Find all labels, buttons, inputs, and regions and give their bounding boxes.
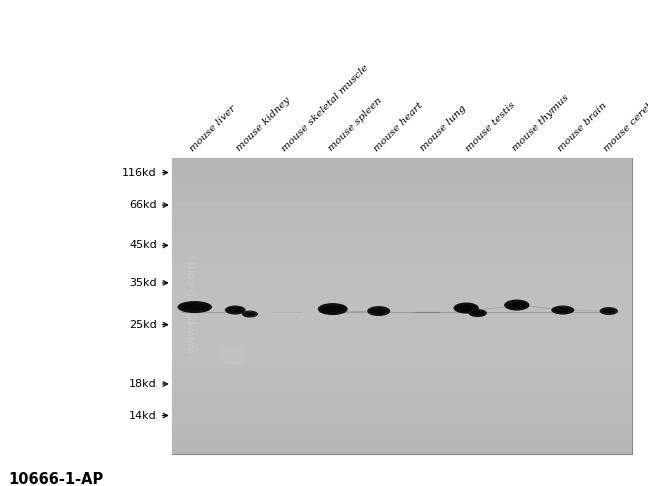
Ellipse shape	[219, 345, 248, 365]
Text: mouse cerebellum: mouse cerebellum	[603, 78, 648, 153]
Ellipse shape	[599, 307, 618, 315]
Ellipse shape	[183, 304, 207, 311]
Text: mouse heart: mouse heart	[373, 100, 425, 153]
Ellipse shape	[471, 311, 484, 315]
Ellipse shape	[371, 308, 387, 314]
Text: mouse spleen: mouse spleen	[327, 96, 384, 153]
Bar	[172, 321, 632, 336]
Text: mouse liver: mouse liver	[189, 104, 238, 153]
Ellipse shape	[318, 303, 348, 315]
Bar	[172, 291, 632, 306]
Ellipse shape	[551, 306, 574, 314]
Text: 45kd: 45kd	[129, 241, 157, 250]
Bar	[172, 365, 632, 380]
Bar	[172, 439, 632, 454]
Text: 10666-1-AP: 10666-1-AP	[8, 472, 103, 486]
Text: www.ptglab.com: www.ptglab.com	[187, 260, 197, 353]
Ellipse shape	[508, 302, 526, 308]
Ellipse shape	[555, 308, 571, 312]
Bar	[172, 261, 632, 277]
Ellipse shape	[225, 306, 246, 314]
Ellipse shape	[244, 312, 255, 316]
Ellipse shape	[504, 299, 529, 311]
Text: 25kd: 25kd	[129, 320, 157, 330]
Bar	[172, 381, 632, 395]
Text: 116kd: 116kd	[122, 168, 157, 177]
Text: mouse lung: mouse lung	[419, 104, 468, 153]
Ellipse shape	[469, 309, 487, 317]
Bar	[172, 217, 632, 232]
Bar	[172, 247, 632, 261]
Text: 14kd: 14kd	[129, 411, 157, 420]
Text: 35kd: 35kd	[129, 278, 157, 288]
Text: mouse thymus: mouse thymus	[511, 93, 570, 153]
Bar	[172, 277, 632, 291]
Text: 66kd: 66kd	[129, 200, 157, 210]
Ellipse shape	[454, 303, 479, 313]
Text: 18kd: 18kd	[129, 379, 157, 389]
Text: mouse kidney: mouse kidney	[235, 95, 292, 153]
Bar	[172, 203, 632, 217]
Ellipse shape	[228, 308, 242, 312]
Bar	[172, 395, 632, 410]
Bar	[172, 158, 632, 173]
Bar	[172, 173, 632, 188]
Ellipse shape	[603, 309, 615, 313]
Ellipse shape	[457, 305, 475, 311]
Text: mouse testis: mouse testis	[465, 100, 518, 153]
Bar	[172, 425, 632, 439]
Ellipse shape	[242, 311, 258, 317]
Ellipse shape	[322, 306, 343, 312]
Bar	[172, 351, 632, 365]
Bar	[172, 232, 632, 247]
Bar	[172, 158, 632, 454]
Ellipse shape	[178, 301, 212, 313]
Text: mouse skeletal muscle: mouse skeletal muscle	[281, 63, 371, 153]
Bar	[172, 410, 632, 425]
Bar	[172, 336, 632, 350]
Text: mouse brain: mouse brain	[557, 101, 609, 153]
Bar	[172, 306, 632, 321]
Bar	[172, 188, 632, 203]
Ellipse shape	[367, 306, 390, 316]
